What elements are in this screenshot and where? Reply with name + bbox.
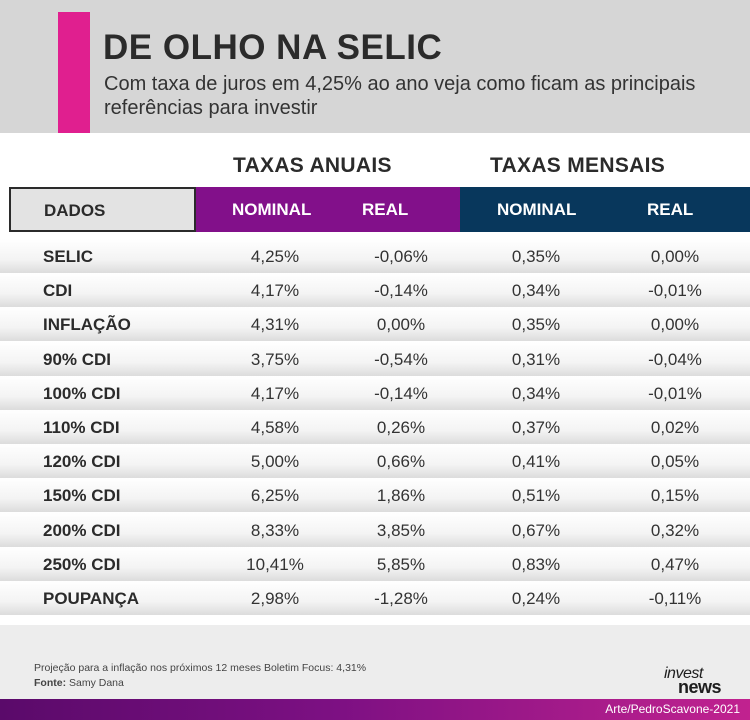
cell-monthly-nominal: 0,35% xyxy=(511,247,561,266)
row-name: 90% CDI xyxy=(43,350,112,369)
table-row: 250% CDI 10,41% 5,85% 0,83% 0,47% xyxy=(0,547,750,581)
logo-text-news: news xyxy=(678,677,722,697)
table-row: CDI 4,17% -0,14% 0,34% -0,01% xyxy=(0,273,750,307)
cell-annual-real: 5,85% xyxy=(376,555,426,574)
column-header-monthly-real: REAL xyxy=(647,200,694,219)
table-row: 120% CDI 5,00% 0,66% 0,41% 0,05% xyxy=(0,444,750,478)
cell-monthly-real: 0,47% xyxy=(650,555,700,574)
cell-monthly-nominal: 0,34% xyxy=(511,281,561,300)
row-name: POUPANÇA xyxy=(43,589,140,608)
cell-annual-real: 1,86% xyxy=(376,486,426,505)
cell-annual-nominal: 4,17% xyxy=(250,384,300,403)
row-name: 100% CDI xyxy=(43,384,121,403)
table-row: 100% CDI 4,17% -0,14% 0,34% -0,01% xyxy=(0,376,750,410)
column-header-annual-nominal: NOMINAL xyxy=(232,200,312,219)
row-name: 200% CDI xyxy=(43,521,121,540)
row-name: CDI xyxy=(43,281,73,300)
cell-monthly-nominal: 0,24% xyxy=(511,589,561,608)
cell-monthly-real: 0,00% xyxy=(650,247,700,266)
row-name: 120% CDI xyxy=(43,452,121,471)
cell-monthly-nominal: 0,37% xyxy=(511,418,561,437)
group-title-monthly: TAXAS MENSAIS xyxy=(490,154,666,177)
cell-monthly-real: 0,32% xyxy=(650,521,700,540)
column-header-annual-real: REAL xyxy=(362,200,409,219)
table-row: SELIC 4,25% -0,06% 0,35% 0,00% xyxy=(0,239,750,273)
investnews-logo: invest news xyxy=(664,665,738,697)
cell-annual-real: -0,06% xyxy=(374,247,428,266)
cell-annual-nominal: 5,00% xyxy=(250,452,300,471)
page-subtitle: Com taxa de juros em 4,25% ao ano veja c… xyxy=(104,73,696,119)
cell-annual-real: 0,66% xyxy=(376,452,426,471)
table-row: 90% CDI 3,75% -0,54% 0,31% -0,04% xyxy=(0,342,750,376)
cell-monthly-nominal: 0,83% xyxy=(511,555,561,574)
cell-annual-real: -0,14% xyxy=(374,281,428,300)
cell-annual-nominal: 10,41% xyxy=(246,555,304,574)
cell-monthly-nominal: 0,67% xyxy=(511,521,561,540)
cell-monthly-real: -0,11% xyxy=(648,589,702,608)
cell-annual-real: -1,28% xyxy=(374,589,428,608)
row-name: SELIC xyxy=(43,247,94,266)
cell-monthly-nominal: 0,31% xyxy=(511,350,561,369)
cell-annual-real: -0,14% xyxy=(374,384,428,403)
table-row: 200% CDI 8,33% 3,85% 0,67% 0,32% xyxy=(0,513,750,547)
table-row: 110% CDI 4,58% 0,26% 0,37% 0,02% xyxy=(0,410,750,444)
footer-panel xyxy=(0,625,750,699)
cell-annual-nominal: 4,31% xyxy=(250,315,300,334)
bottom-bar: Arte/PedroScavone-2021 xyxy=(0,699,750,720)
source-value: Samy Dana xyxy=(69,677,124,689)
cell-annual-nominal: 4,58% xyxy=(250,418,300,437)
logo-text-invest: invest xyxy=(664,665,703,682)
footnote: Projeção para a inflação nos próximos 12… xyxy=(34,662,367,674)
row-name: INFLAÇÃO xyxy=(43,315,131,334)
cell-monthly-real: 0,02% xyxy=(650,418,700,437)
column-header-monthly-nominal: NOMINAL xyxy=(497,200,577,219)
cell-monthly-nominal: 0,51% xyxy=(511,486,561,505)
cell-monthly-real: 0,15% xyxy=(650,486,700,505)
page-title: DE OLHO NA SELIC xyxy=(103,28,443,67)
cell-annual-nominal: 4,17% xyxy=(250,281,300,300)
cell-annual-nominal: 8,33% xyxy=(250,521,300,540)
column-header-dados-label: DADOS xyxy=(44,201,106,220)
cell-monthly-real: 0,05% xyxy=(650,452,700,471)
group-title-annual: TAXAS ANUAIS xyxy=(233,154,392,177)
source-line: Fonte: Samy Dana xyxy=(34,677,124,689)
cell-annual-real: 3,85% xyxy=(376,521,426,540)
cell-annual-nominal: 3,75% xyxy=(250,350,300,369)
row-name: 150% CDI xyxy=(43,486,121,505)
column-header-dados: DADOS xyxy=(9,187,196,232)
column-header-annual: NOMINAL REAL xyxy=(196,187,460,232)
table-row: INFLAÇÃO 4,31% 0,00% 0,35% 0,00% xyxy=(0,307,750,341)
table-row: POUPANÇA 2,98% -1,28% 0,24% -0,11% xyxy=(0,581,750,615)
row-name: 250% CDI xyxy=(43,555,121,574)
cell-monthly-real: -0,01% xyxy=(648,281,702,300)
cell-annual-nominal: 6,25% xyxy=(250,486,300,505)
cell-monthly-real: -0,01% xyxy=(648,384,702,403)
column-header-monthly: NOMINAL REAL xyxy=(460,187,750,232)
cell-monthly-nominal: 0,41% xyxy=(511,452,561,471)
cell-monthly-nominal: 0,34% xyxy=(511,384,561,403)
art-credit: Arte/PedroScavone-2021 xyxy=(605,702,740,716)
cell-annual-real: 0,00% xyxy=(376,315,426,334)
cell-annual-nominal: 4,25% xyxy=(250,247,300,266)
cell-monthly-real: -0,04% xyxy=(648,350,702,369)
cell-annual-real: 0,26% xyxy=(376,418,426,437)
source-label: Fonte: xyxy=(34,677,67,689)
cell-annual-nominal: 2,98% xyxy=(250,589,300,608)
row-name: 110% CDI xyxy=(43,418,120,437)
cell-annual-real: -0,54% xyxy=(374,350,428,369)
table-row: 150% CDI 6,25% 1,86% 0,51% 0,15% xyxy=(0,478,750,512)
cell-monthly-real: 0,00% xyxy=(650,315,700,334)
accent-bar xyxy=(58,12,90,133)
cell-monthly-nominal: 0,35% xyxy=(511,315,561,334)
header-panel xyxy=(0,0,750,133)
